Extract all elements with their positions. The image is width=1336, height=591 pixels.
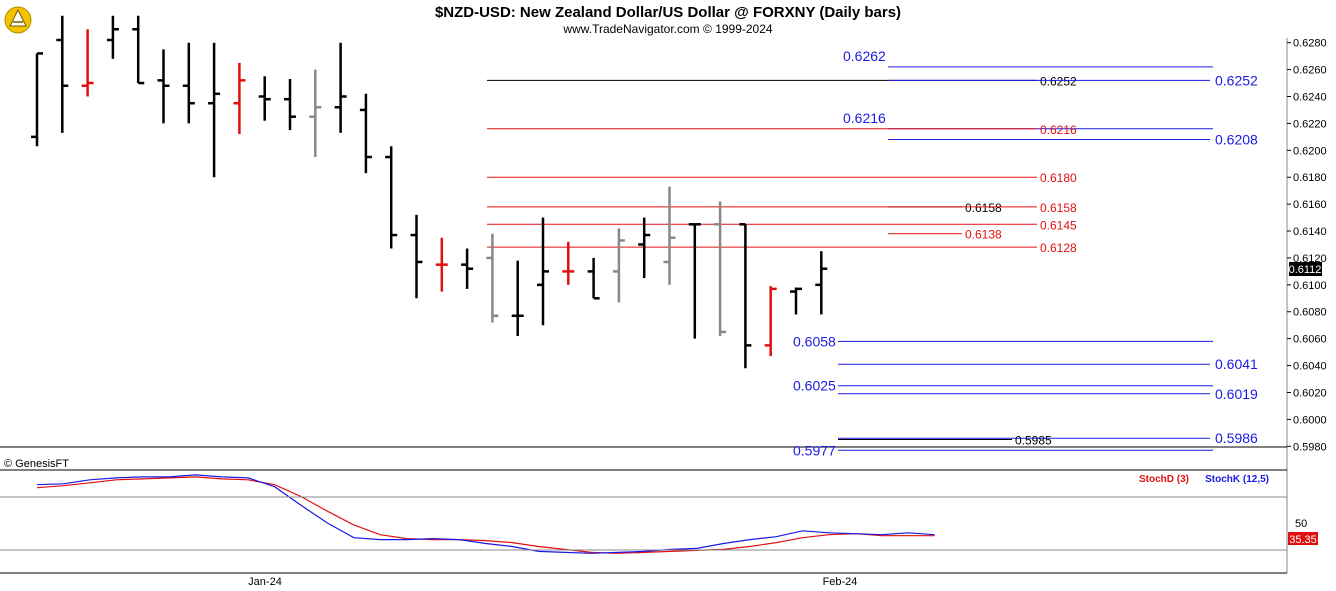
copyright-label: © GenesisFT xyxy=(4,458,69,470)
y-tick-label: 0.6220 xyxy=(1293,118,1327,130)
ohlc-bar xyxy=(182,42,195,124)
ohlc-bar xyxy=(511,260,524,336)
x-tick-jan: Jan-24 xyxy=(248,576,282,588)
y-tick-label: 0.6020 xyxy=(1293,387,1327,399)
y-tick-label: 0.6060 xyxy=(1293,334,1327,346)
ohlc-bar xyxy=(334,42,347,133)
stochd-line xyxy=(36,476,935,554)
level-label: 0.6025 xyxy=(793,378,836,394)
stochd-legend: StochD (3) xyxy=(1139,474,1189,485)
ohlc-bar xyxy=(663,186,676,285)
ohlc-bar xyxy=(486,233,499,323)
level-label: 0.6158 xyxy=(965,201,1002,215)
y-tick-label: 0.6280 xyxy=(1293,38,1327,50)
ohlc-bar xyxy=(31,52,43,147)
y-tick-label: 0.5980 xyxy=(1293,441,1327,453)
level-label: 0.6208 xyxy=(1215,132,1258,148)
y-tick-label: 0.6200 xyxy=(1293,145,1327,157)
level-label: 0.6180 xyxy=(1040,171,1077,185)
y-tick-label: 0.6140 xyxy=(1293,226,1327,238)
level-label: 0.5986 xyxy=(1215,430,1258,446)
stoch-last-tag xyxy=(1288,532,1318,545)
y-tick-label: 0.6000 xyxy=(1293,414,1327,426)
level-label: 0.6138 xyxy=(965,228,1002,242)
ohlc-bar xyxy=(764,286,777,357)
last-price-tag xyxy=(1289,262,1322,276)
y-tick-label: 0.6240 xyxy=(1293,92,1327,104)
ohlc-bar xyxy=(132,15,145,85)
ohlc-bar xyxy=(688,223,701,339)
ohlc-bar xyxy=(714,201,727,336)
level-label: 0.6216 xyxy=(1040,123,1077,137)
ohlc-bar xyxy=(233,62,246,135)
ohlc-bar xyxy=(385,146,398,249)
y-tick-label: 0.6040 xyxy=(1293,361,1327,373)
y-tick-label: 0.6260 xyxy=(1293,65,1327,77)
level-label: 0.6041 xyxy=(1215,356,1258,372)
y-tick-label: 0.6180 xyxy=(1293,172,1327,184)
ohlc-bar xyxy=(106,15,119,59)
level-label: 0.5985 xyxy=(1015,434,1052,448)
level-label: 0.6058 xyxy=(793,333,836,349)
stochk-legend: StochK (12,5) xyxy=(1205,474,1269,485)
y-tick-label: 0.6120 xyxy=(1293,253,1327,265)
price-bars xyxy=(31,15,828,369)
stochk-line xyxy=(36,474,935,554)
level-label: 0.6128 xyxy=(1040,241,1077,255)
stoch-tick-50: 50 xyxy=(1295,518,1307,530)
last-price-label: 0.6112 xyxy=(1289,264,1322,276)
ohlc-bar xyxy=(790,287,802,315)
y-tick-label: 0.6160 xyxy=(1293,199,1327,211)
ohlc-bar xyxy=(208,42,221,178)
genesis-logo-icon xyxy=(4,6,32,34)
level-label: 0.6252 xyxy=(1215,72,1258,88)
level-label: 0.6216 xyxy=(843,110,886,126)
chart-subtitle: www.TradeNavigator.com © 1999-2024 xyxy=(562,22,772,36)
ohlc-bar xyxy=(359,93,372,174)
ohlc-bar xyxy=(612,228,625,303)
level-label: 0.6158 xyxy=(1040,201,1077,215)
ohlc-bar xyxy=(157,49,170,124)
level-label: 0.6145 xyxy=(1040,218,1077,232)
ohlc-bar xyxy=(435,237,448,292)
ohlc-bar xyxy=(81,29,94,97)
price-axis: 0.6280 0.6260 0.6240 0.6220 0.6200 0.6180 0.61… xyxy=(1287,38,1327,453)
ohlc-bar xyxy=(587,257,600,300)
y-tick-label: 0.6100 xyxy=(1293,280,1327,292)
level-label: 0.6262 xyxy=(843,48,886,64)
level-label: 0.5977 xyxy=(793,442,836,458)
ohlc-bar xyxy=(410,214,423,299)
level-label: 0.6252 xyxy=(1040,74,1077,88)
ohlc-bar xyxy=(739,223,752,369)
ohlc-bar xyxy=(284,79,296,131)
ohlc-bar xyxy=(56,15,69,133)
ohlc-bar xyxy=(562,241,575,285)
stoch-last-label: 35.35 xyxy=(1289,534,1317,546)
x-tick-feb: Feb-24 xyxy=(823,576,858,588)
levels-layer: 0.6262 0.6252 0.6252 0.6216 0.6216 0.6208 0.61… xyxy=(487,48,1258,458)
y-tick-label: 0.6080 xyxy=(1293,307,1327,319)
ohlc-bar xyxy=(638,217,651,279)
ohlc-bar xyxy=(815,251,828,315)
level-label: 0.6019 xyxy=(1215,386,1258,402)
chart-title: $NZD-USD: New Zealand Dollar/US Dollar @… xyxy=(435,4,901,21)
stoch-panel xyxy=(36,474,935,554)
ohlc-bar xyxy=(537,217,549,326)
ohlc-bar xyxy=(461,248,474,289)
ohlc-bar xyxy=(309,69,322,158)
ohlc-bar xyxy=(258,76,271,121)
